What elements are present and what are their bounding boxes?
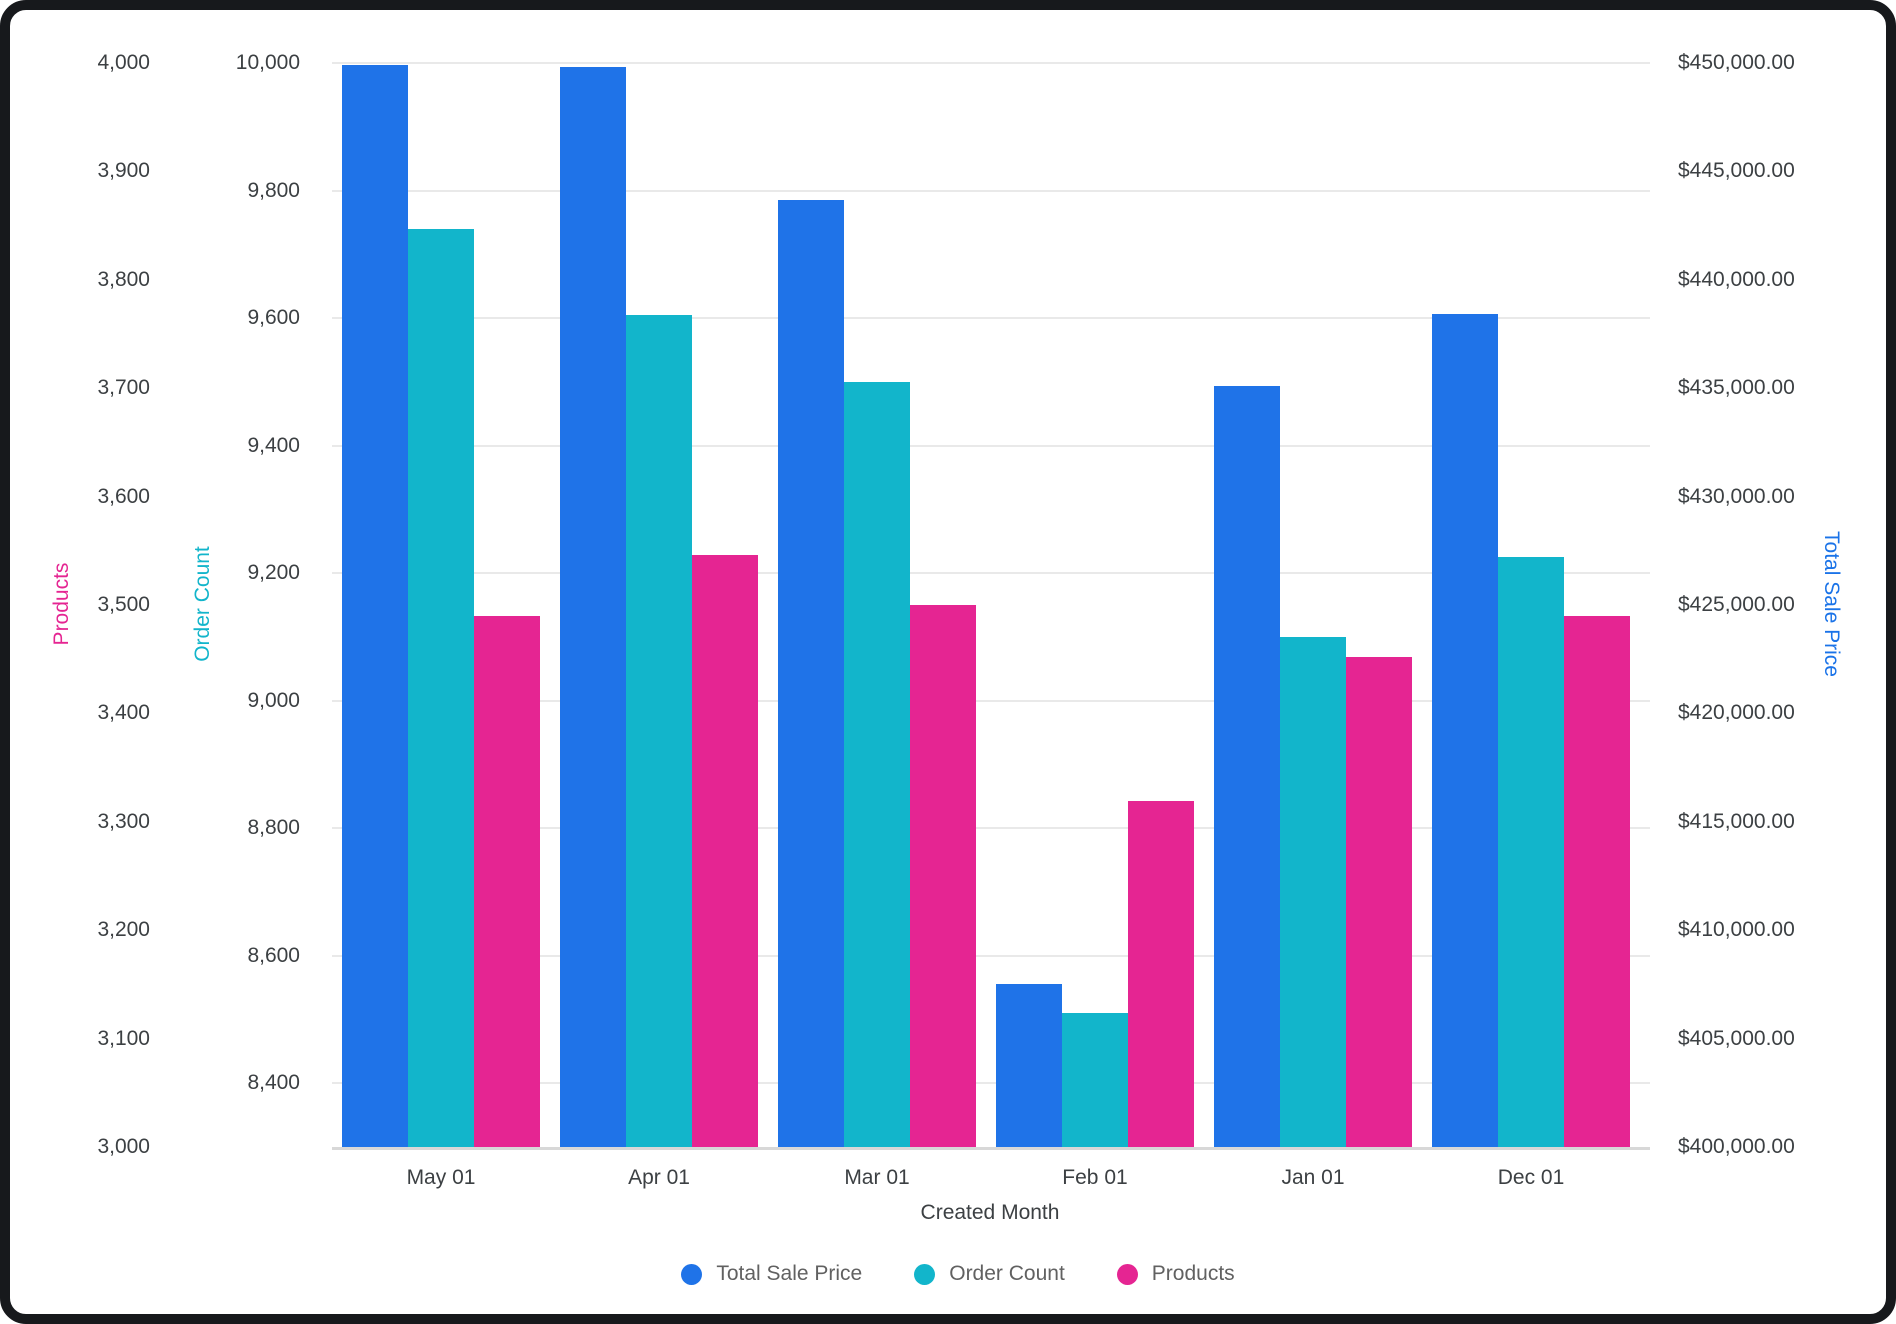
gridline-8600 bbox=[332, 955, 1650, 957]
gridline-8800 bbox=[332, 827, 1650, 829]
bar-order-count-dec-01[interactable] bbox=[1498, 557, 1564, 1147]
gridline-9200 bbox=[332, 572, 1650, 574]
chart-canvas: 3,000 3,100 3,200 3,300 3,400 3,500 3,600 3,700… bbox=[10, 10, 1886, 1314]
bar-products-jan-01[interactable] bbox=[1346, 657, 1412, 1147]
total_sale-tick-420000: $420,000.00 bbox=[1678, 701, 1795, 724]
products-tick-3500: 3,500 bbox=[97, 593, 150, 616]
total_sale-tick-400000: $400,000.00 bbox=[1678, 1135, 1795, 1158]
order_count-tick-9600: 9,600 bbox=[247, 306, 300, 329]
x-axis-title: Created Month bbox=[920, 1201, 1060, 1224]
gridline-9400 bbox=[332, 445, 1650, 447]
products-axis-title: Products bbox=[50, 562, 73, 646]
products-tick-3600: 3,600 bbox=[97, 485, 150, 508]
gridline-8400 bbox=[332, 1082, 1650, 1084]
products-tick-3800: 3,800 bbox=[97, 268, 150, 291]
bar-total-sale-price-apr-01[interactable] bbox=[560, 67, 626, 1147]
order-count-axis-title: Order Count bbox=[191, 546, 214, 662]
bar-order-count-may-01[interactable] bbox=[408, 229, 474, 1147]
order_count-tick-9800: 9,800 bbox=[247, 179, 300, 202]
order_count-tick-9000: 9,000 bbox=[247, 689, 300, 712]
bar-order-count-apr-01[interactable] bbox=[626, 315, 692, 1147]
legend-label-total-sale-price: Total Sale Price bbox=[716, 1262, 863, 1285]
bar-total-sale-price-may-01[interactable] bbox=[342, 65, 408, 1147]
bar-products-mar-01[interactable] bbox=[910, 605, 976, 1147]
legend-item-order-count[interactable]: Order Count bbox=[914, 1262, 1065, 1286]
order_count-tick-10000: 10,000 bbox=[235, 51, 300, 74]
legend-item-products[interactable]: Products bbox=[1116, 1262, 1235, 1286]
total_sale-tick-410000: $410,000.00 bbox=[1678, 918, 1795, 941]
bar-order-count-feb-01[interactable] bbox=[1062, 1013, 1128, 1147]
gridline-9000 bbox=[332, 700, 1650, 702]
total_sale-tick-440000: $440,000.00 bbox=[1678, 268, 1795, 291]
total_sale-tick-430000: $430,000.00 bbox=[1678, 485, 1795, 508]
x-tick-may-01: May 01 bbox=[406, 1166, 476, 1189]
products-tick-3900: 3,900 bbox=[97, 159, 150, 182]
total_sale-tick-435000: $435,000.00 bbox=[1678, 376, 1795, 399]
order_count-tick-8400: 8,400 bbox=[247, 1071, 300, 1094]
total-sale-axis-title: Total Sale Price bbox=[1820, 531, 1843, 677]
products-tick-4000: 4,000 bbox=[97, 51, 150, 74]
products-tick-3400: 3,400 bbox=[97, 701, 150, 724]
x-tick-mar-01: Mar 01 bbox=[844, 1166, 910, 1189]
total_sale-tick-405000: $405,000.00 bbox=[1678, 1027, 1795, 1050]
legend-dot-total-sale-price bbox=[681, 1263, 703, 1285]
x-axis-line bbox=[332, 1147, 1650, 1150]
order_count-tick-9200: 9,200 bbox=[247, 561, 300, 584]
total_sale-tick-425000: $425,000.00 bbox=[1678, 593, 1795, 616]
legend-item-total-sale-price[interactable]: Total Sale Price bbox=[681, 1262, 862, 1286]
bar-products-feb-01[interactable] bbox=[1128, 801, 1194, 1147]
x-tick-apr-01: Apr 01 bbox=[628, 1166, 690, 1189]
bar-order-count-mar-01[interactable] bbox=[844, 382, 910, 1147]
bar-total-sale-price-mar-01[interactable] bbox=[778, 200, 844, 1147]
legend-dot-order-count bbox=[914, 1263, 936, 1285]
products-tick-3100: 3,100 bbox=[97, 1027, 150, 1050]
bar-total-sale-price-jan-01[interactable] bbox=[1214, 386, 1280, 1147]
bar-total-sale-price-dec-01[interactable] bbox=[1432, 314, 1498, 1147]
legend-dot-products bbox=[1116, 1263, 1138, 1285]
gridline-10000 bbox=[332, 62, 1650, 64]
products-tick-3700: 3,700 bbox=[97, 376, 150, 399]
x-tick-dec-01: Dec 01 bbox=[1497, 1166, 1565, 1189]
total_sale-tick-415000: $415,000.00 bbox=[1678, 810, 1795, 833]
order_count-tick-9400: 9,400 bbox=[247, 434, 300, 457]
products-tick-3300: 3,300 bbox=[97, 810, 150, 833]
legend-label-products: Products bbox=[1151, 1262, 1235, 1285]
x-tick-feb-01: Feb 01 bbox=[1062, 1166, 1128, 1189]
chart-legend: Total Sale Price Order Count Products bbox=[10, 1262, 1896, 1286]
bar-products-apr-01[interactable] bbox=[692, 555, 758, 1147]
legend-label-order-count: Order Count bbox=[949, 1262, 1065, 1285]
gridline-9600 bbox=[332, 317, 1650, 319]
gridline-9800 bbox=[332, 190, 1650, 192]
total_sale-tick-450000: $450,000.00 bbox=[1678, 51, 1795, 74]
bar-total-sale-price-feb-01[interactable] bbox=[996, 984, 1062, 1147]
bar-order-count-jan-01[interactable] bbox=[1280, 637, 1346, 1147]
order_count-tick-8600: 8,600 bbox=[247, 944, 300, 967]
products-tick-3000: 3,000 bbox=[97, 1135, 150, 1158]
products-tick-3200: 3,200 bbox=[97, 918, 150, 941]
order_count-tick-8800: 8,800 bbox=[247, 816, 300, 839]
total_sale-tick-445000: $445,000.00 bbox=[1678, 159, 1795, 182]
bar-products-may-01[interactable] bbox=[474, 616, 540, 1147]
x-tick-jan-01: Jan 01 bbox=[1281, 1166, 1345, 1189]
bar-products-dec-01[interactable] bbox=[1564, 616, 1630, 1147]
